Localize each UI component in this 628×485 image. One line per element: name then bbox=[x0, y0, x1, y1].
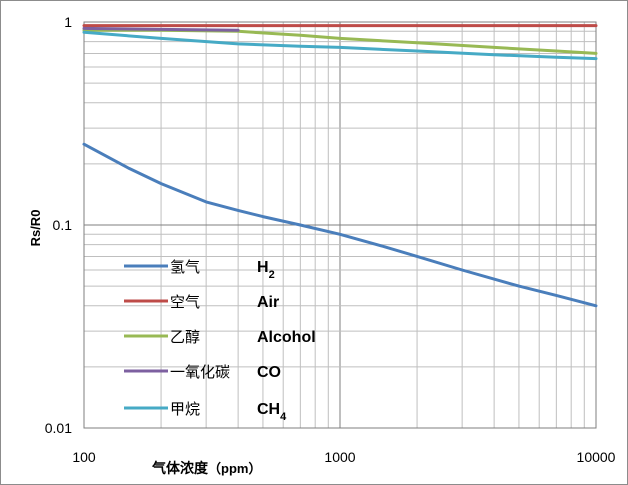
y-tick-label: 1 bbox=[64, 14, 72, 30]
series-layer bbox=[82, 24, 598, 308]
plot-area bbox=[83, 21, 597, 429]
legend-label-en: H2 bbox=[257, 259, 275, 281]
legend-label-cn: 甲烷 bbox=[170, 400, 200, 418]
legend-label-cn: 一氧化碳 bbox=[170, 363, 230, 381]
legend: 氢气 H2 空气 Air 乙醇 Alcohol 一氧化碳 CO 甲烷 CH4 bbox=[124, 258, 316, 423]
y-tick-label: 0.01 bbox=[45, 420, 72, 436]
legend-label-en: CO bbox=[257, 364, 281, 381]
x-axis-label-unit: （ppm） bbox=[208, 461, 261, 476]
legend-label-cn: 氢气 bbox=[170, 258, 200, 276]
tick-labels: 100 1000 10000 0.01 0.1 1 bbox=[45, 14, 616, 465]
y-axis-label: Rs/R0 bbox=[28, 210, 43, 247]
legend-label-cn: 乙醇 bbox=[170, 328, 200, 346]
series-line-ch4 bbox=[82, 30, 598, 61]
x-tick-label: 10000 bbox=[577, 449, 616, 465]
legend-label-en: CH4 bbox=[257, 401, 287, 423]
legend-label-en: Alcohol bbox=[257, 329, 316, 346]
x-axis-label-main: 气体浓度 bbox=[151, 460, 209, 477]
x-tick-label: 100 bbox=[72, 449, 96, 465]
legend-label-cn: 空气 bbox=[170, 293, 200, 311]
legend-label-en: Air bbox=[257, 294, 279, 311]
y-tick-label: 0.1 bbox=[53, 217, 73, 233]
plot-border bbox=[83, 21, 597, 429]
x-tick-label: 1000 bbox=[324, 449, 355, 465]
grid-lines bbox=[83, 21, 597, 429]
x-axis-label: 气体浓度（ppm） bbox=[151, 460, 261, 477]
series-line-co bbox=[82, 26, 240, 32]
series-line-h2 bbox=[82, 142, 598, 308]
